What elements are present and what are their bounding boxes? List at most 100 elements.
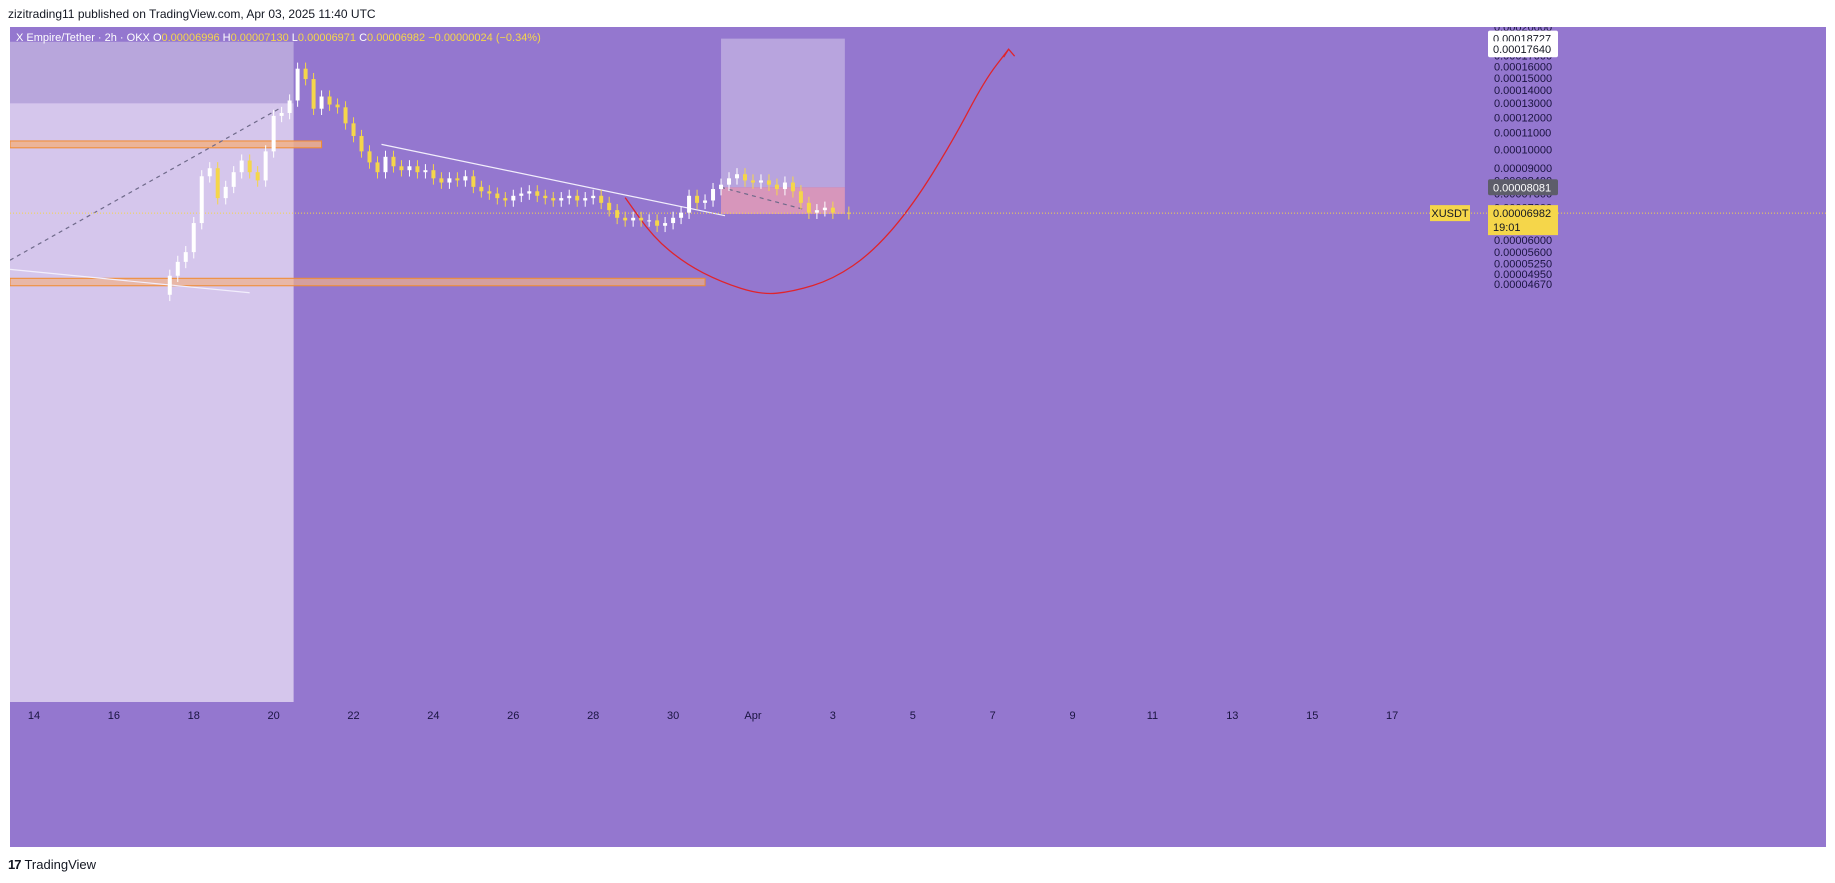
ohlc-legend[interactable]: X Empire/Tether · 2h · OKX O0.00006996 H… (16, 32, 541, 44)
candle-body (750, 180, 755, 183)
candle-body (415, 166, 420, 173)
brand-name: TradingView (24, 857, 97, 872)
x-tick-label: 16 (108, 710, 120, 722)
dashed-inner[interactable] (720, 186, 806, 211)
footer: 17 TradingView (8, 857, 96, 872)
candle-body (439, 178, 444, 183)
candle-body (615, 210, 620, 218)
y-tick-label: 0.00011000 (1494, 128, 1551, 140)
price-label-box (1488, 179, 1558, 196)
candle-body (511, 195, 516, 201)
candle-body (399, 166, 404, 171)
price-chart[interactable]: 0.000200000.000180000.000170000.00016000… (10, 27, 1826, 847)
high-label: H (223, 32, 231, 44)
candle-body (391, 156, 396, 167)
descending-trendline[interactable] (381, 143, 726, 217)
last-price-box (1488, 205, 1558, 236)
upper-left-shade[interactable] (10, 41, 294, 104)
candle-body (727, 178, 732, 185)
projection-arrowhead-icon (1003, 48, 1016, 58)
x-tick-label: 11 (1147, 710, 1158, 722)
candle-body (479, 186, 484, 192)
candle-body (822, 207, 827, 211)
candle-body (758, 180, 763, 183)
lower-line[interactable] (10, 268, 250, 294)
candle-body (687, 195, 692, 213)
x-tick-label: 22 (347, 710, 359, 722)
candle-body (806, 202, 811, 213)
candle-body (663, 223, 668, 226)
candle-body (623, 217, 628, 221)
lower-left-shade[interactable] (10, 103, 294, 703)
y-tick-label: 0.00009000 (1494, 163, 1552, 175)
x-tick-label: 7 (990, 710, 996, 722)
y-tick-label: 0.00005600 (1494, 247, 1552, 259)
candle-body (327, 96, 332, 105)
candle-body (639, 217, 644, 221)
x-tick-label: 24 (427, 710, 439, 722)
projection-curve[interactable] (624, 48, 1010, 295)
y-tick-label: 0.00010000 (1494, 145, 1552, 157)
x-tick-label: 13 (1226, 710, 1238, 722)
y-tick-label: 0.00004950 (1494, 269, 1552, 281)
x-tick-label: 15 (1306, 710, 1318, 722)
candle-body (447, 178, 452, 183)
candle-body (567, 195, 572, 199)
candle-body (367, 151, 372, 163)
dashed-diagonal[interactable] (10, 106, 282, 261)
candle-body (679, 212, 684, 218)
candle-body (782, 182, 787, 190)
candle-body (175, 261, 180, 276)
candle-body (583, 198, 588, 201)
candle-body (183, 252, 188, 262)
candle-body (423, 170, 428, 173)
candle-body (271, 115, 276, 152)
supply-zone-2[interactable] (10, 277, 706, 287)
candle-body (303, 68, 308, 80)
candle-body (830, 207, 835, 213)
candle-body (223, 186, 228, 199)
candle-body (711, 189, 716, 201)
y-tick-label: 0.00020000 (1494, 27, 1552, 34)
candle-body (846, 212, 851, 214)
open-label: O (153, 32, 162, 44)
x-tick-label: 26 (507, 710, 519, 722)
change-value: −0.00000024 (−0.34%) (428, 32, 541, 44)
candle-body (798, 191, 803, 203)
candle-body (591, 195, 596, 199)
candle-body (535, 191, 540, 196)
x-tick-label: Apr (744, 710, 761, 722)
candle-body (703, 200, 708, 203)
candle-body (375, 162, 380, 173)
x-tick-label: 17 (1386, 710, 1398, 722)
supply-zone-1[interactable] (10, 140, 323, 149)
candle-body (463, 176, 468, 181)
candle-body (671, 217, 676, 224)
candle-body (774, 184, 779, 190)
chart-panel[interactable]: 0.000200000.000180000.000170000.00016000… (10, 27, 1826, 847)
candle-body (247, 160, 252, 173)
y-tick-label: 0.00015000 (1494, 73, 1552, 85)
x-tick-label: 9 (1069, 710, 1075, 722)
x-tick-label: 14 (28, 710, 40, 722)
candle-body (239, 160, 244, 173)
candle-body (383, 156, 388, 173)
x-tick-label: 18 (188, 710, 200, 722)
price-label-box (1488, 41, 1558, 58)
candle-body (719, 184, 724, 190)
y-tick-label: 0.00016000 (1494, 61, 1552, 73)
candle-body (311, 79, 316, 109)
y-tick-label: 0.00014000 (1494, 85, 1552, 97)
target-box[interactable] (721, 38, 845, 188)
last-price-label: 0.00006982 (1493, 208, 1551, 220)
x-tick-label: 5 (910, 710, 916, 722)
close-label: C (359, 32, 367, 44)
symbol-title: X Empire/Tether · 2h · OKX (16, 32, 153, 44)
x-tick-label: 30 (667, 710, 679, 722)
candle-body (231, 172, 236, 187)
candle-body (575, 195, 580, 201)
candle-body (695, 195, 700, 203)
x-tick-label: 20 (268, 710, 280, 722)
y-tick-label: 0.00012000 (1494, 112, 1552, 124)
candle-body (519, 193, 524, 196)
